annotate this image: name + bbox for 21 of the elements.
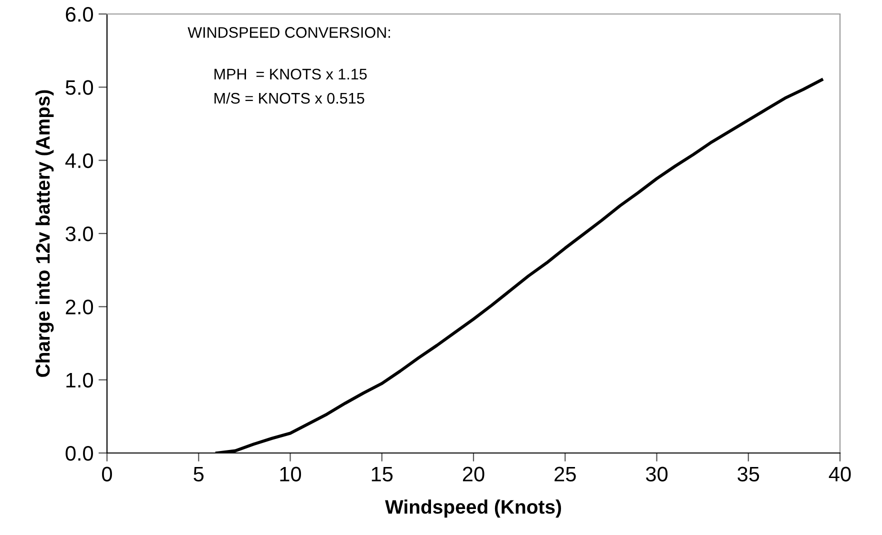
x-tick-label: 30 <box>646 466 668 482</box>
annotation: MPH = KNOTS x 1.15 <box>214 68 367 80</box>
x-tick-label: 5 <box>194 466 204 482</box>
y-tick-label: 1.0 <box>66 372 93 388</box>
x-tick-label: 35 <box>738 466 760 482</box>
x-tick-label: 20 <box>462 466 484 482</box>
y-tick-label: 6.0 <box>66 7 93 22</box>
x-tick-label: 40 <box>828 466 851 482</box>
y-tick-label: 3.0 <box>66 226 93 242</box>
y-tick-label: 0.0 <box>66 446 93 461</box>
y-tick-label: 2.0 <box>66 300 93 314</box>
x-tick-label: 0 <box>102 466 112 482</box>
y-axis-title: Charge into 12v battery (Amps) <box>36 90 54 377</box>
y-tick-label: 4.0 <box>65 153 93 168</box>
annotation: WINDSPEED CONVERSION: <box>188 27 390 38</box>
x-axis-title: Windspeed (Knots) <box>385 500 562 518</box>
x-tick-label: 25 <box>554 466 576 482</box>
y-tick-label: 5.0 <box>66 80 93 95</box>
x-tick-label: 15 <box>372 466 393 482</box>
x-tick-label: 10 <box>280 466 302 482</box>
annotation: M/S = KNOTS x 0.515 <box>214 92 364 104</box>
